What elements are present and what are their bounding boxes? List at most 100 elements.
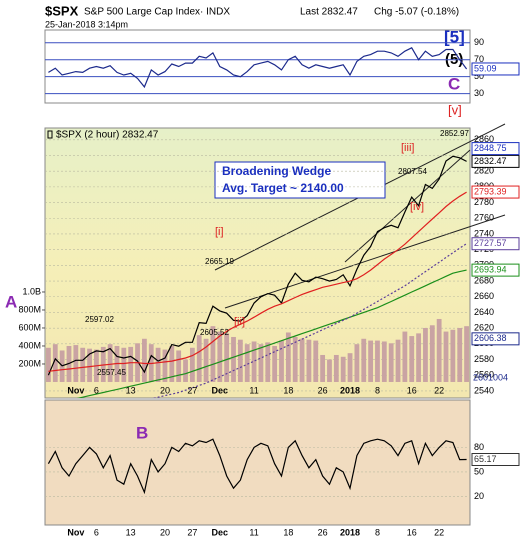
y-tick-label: 50 [474, 71, 484, 81]
y-tick-label: 80 [474, 442, 484, 452]
x-tick-label: 20 [160, 527, 170, 537]
value-tag-box [471, 142, 520, 156]
y2-tick-label: 600M [18, 322, 41, 332]
volume-bar [450, 329, 456, 382]
y-tick-label: 2640 [474, 307, 494, 317]
volume-bar [340, 356, 346, 382]
x-tick-label: 22 [434, 385, 444, 395]
volume-bar [231, 336, 236, 382]
volume-bar [251, 341, 257, 382]
volume-bar [285, 332, 291, 382]
x-tick-label: Dec [212, 385, 229, 395]
value-tag-box [471, 237, 520, 251]
x-tick-label: Nov [67, 385, 84, 395]
wave-a: A [5, 292, 17, 311]
y-tick-label: 2660 [474, 291, 494, 301]
volume-bar [361, 338, 367, 382]
y-tick-label: 2860 [474, 134, 494, 144]
volume-bar [306, 339, 312, 382]
y-tick-label: 50 [474, 466, 484, 476]
wedge-lower [224, 214, 506, 309]
y2-tick-label: 200M [18, 358, 41, 368]
x-tick-label: 20 [160, 385, 170, 395]
volume-bar [279, 340, 284, 382]
y2-tick-label: 800M [18, 304, 41, 314]
y-tick-label: 2760 [474, 213, 494, 223]
volume-bar [183, 359, 188, 382]
volume-bar [423, 327, 428, 382]
rsi-panel [44, 29, 471, 104]
annotation: [iii] [401, 142, 414, 154]
x-tick-label: 18 [283, 385, 293, 395]
rsi-line [48, 47, 468, 89]
x-tick-label: 13 [126, 527, 136, 537]
value-tag-box [471, 62, 520, 76]
value-tag: 59.09 [474, 63, 497, 73]
volume-bar [416, 333, 421, 382]
value-tag: 65.17 [474, 454, 497, 464]
legend-swatch [47, 130, 53, 139]
symbol: $SPX [45, 3, 79, 18]
y-tick-label: 2540 [474, 385, 494, 395]
y-tick-label: 2680 [474, 275, 494, 285]
annotation: 2557.45 [97, 368, 126, 377]
wave-c: C [448, 74, 460, 93]
volume-bar [272, 345, 278, 382]
volume-bar [73, 345, 79, 382]
annotation: [ii] [234, 316, 245, 328]
plot-area [45, 139, 470, 398]
target-box [214, 161, 386, 199]
x-tick-label: 27 [187, 527, 197, 537]
annotation: Broadening Wedge [222, 164, 331, 178]
value-tag-box [471, 154, 520, 168]
x-tick-label: 6 [94, 527, 99, 537]
x-tick-label: 26 [318, 385, 328, 395]
volume-bar [395, 339, 401, 382]
volume-bar [313, 340, 319, 382]
volume-bar [87, 348, 92, 382]
value-tag: 2606.38 [474, 333, 507, 343]
annotation: 2852.97 [440, 129, 469, 138]
y2-tick-label: 400M [18, 340, 41, 350]
volume-bar [388, 343, 394, 382]
volume-bar [217, 331, 223, 382]
volume-bar [189, 347, 195, 382]
volume-bar [265, 342, 271, 382]
volume-bar [80, 347, 86, 382]
x-tick-label: 22 [434, 527, 444, 537]
volume-bar [436, 318, 442, 382]
legend-entry: $SPX (2 hour) 2832.47 [56, 130, 159, 141]
moving-average [48, 191, 467, 372]
x-tick-label: Nov [67, 527, 84, 537]
annotation: 2665.19 [205, 257, 234, 266]
wave-5-major: [5] [444, 27, 465, 46]
volume-bar [176, 350, 182, 382]
oscillator-panel [44, 399, 471, 526]
y-tick-label: 2580 [474, 354, 494, 364]
volume-bar [169, 345, 175, 382]
volume-bar [258, 344, 264, 382]
annotation: 2601004 [473, 372, 508, 382]
price-line [47, 155, 467, 376]
volume-bar [375, 340, 380, 382]
annotation: 2605.52 [200, 328, 229, 337]
volume-bar [409, 336, 415, 382]
volume-bar [141, 338, 147, 382]
x-tick-label: 8 [375, 527, 380, 537]
annotation: Avg. Target ~ 2140.00 [222, 181, 344, 195]
volume-bar [327, 359, 332, 382]
annotation: [i] [215, 226, 224, 238]
volume-bar [347, 353, 353, 382]
y-tick-label: 20 [474, 491, 484, 501]
volume-bar [464, 326, 469, 382]
x-tick-label: 18 [283, 527, 293, 537]
volume-bar [333, 354, 339, 382]
volume-bar [196, 335, 202, 382]
volume-bar [368, 340, 374, 382]
x-tick-label: Dec [212, 527, 229, 537]
volume-bar [320, 354, 326, 382]
volume-bar [52, 344, 58, 382]
y-tick-label: 70 [474, 54, 484, 64]
volume-bar [203, 338, 209, 382]
volume-bar [128, 346, 134, 382]
